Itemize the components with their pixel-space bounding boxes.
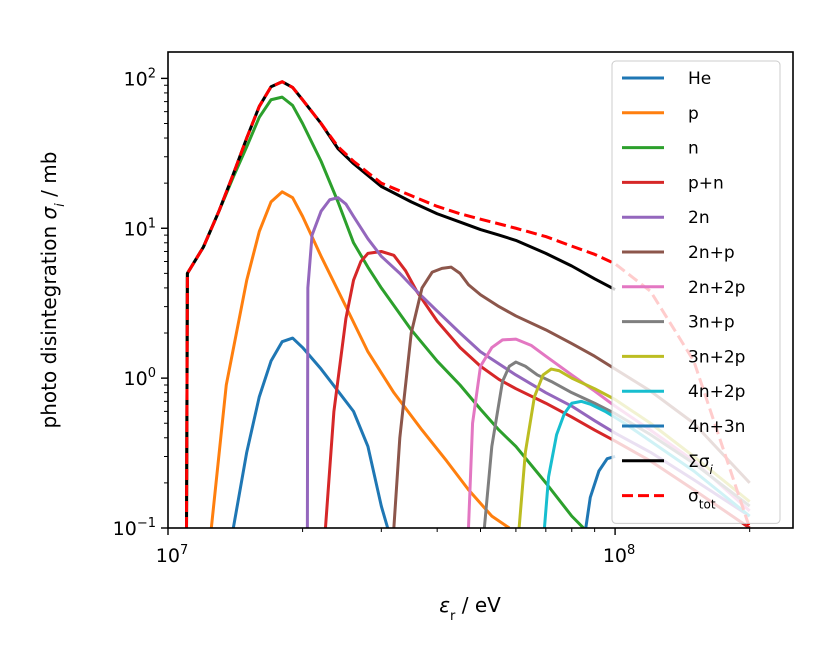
legend-label-3: p+n	[688, 173, 724, 193]
legend: Hepnp+n2n2n+p2n+2p3n+p3n+2p4n+2p4n+3nΣσi…	[611, 60, 781, 524]
series-line-1	[209, 190, 511, 528]
legend-label-7: 3n+p	[688, 313, 735, 333]
legend-label-2: n	[688, 139, 699, 159]
y-tick-label: 101	[124, 216, 156, 240]
legend-label-6: 2n+2p	[688, 278, 745, 298]
x-tick-label: 108	[603, 543, 635, 567]
legend-label-9: 4n+2p	[688, 382, 745, 402]
x-tick-label: 107	[156, 543, 188, 567]
x-axis-label: εr / eV	[439, 593, 501, 624]
legend-label-0: He	[688, 69, 711, 89]
series-line-0	[231, 336, 390, 528]
series-line-3	[323, 249, 751, 528]
y-tick-label: 102	[124, 66, 156, 90]
legend-box	[611, 60, 781, 524]
y-tick-label: 100	[124, 366, 156, 390]
y-tick-label: 10−1	[113, 516, 156, 540]
legend-label-8: 3n+2p	[688, 347, 745, 367]
legend-label-1: p	[688, 104, 699, 124]
legend-label-5: 2n+p	[688, 243, 735, 263]
legend-label-10: 4n+3n	[688, 417, 745, 437]
series-line-10	[584, 455, 616, 528]
series-line-4	[305, 196, 751, 528]
ticks-layer: 107 108 10−1 100 101 102	[113, 66, 751, 567]
y-axis-label: photo disintegration σi / mb	[37, 152, 68, 429]
series-line-12	[185, 80, 752, 528]
legend-label-4: 2n	[688, 208, 710, 228]
